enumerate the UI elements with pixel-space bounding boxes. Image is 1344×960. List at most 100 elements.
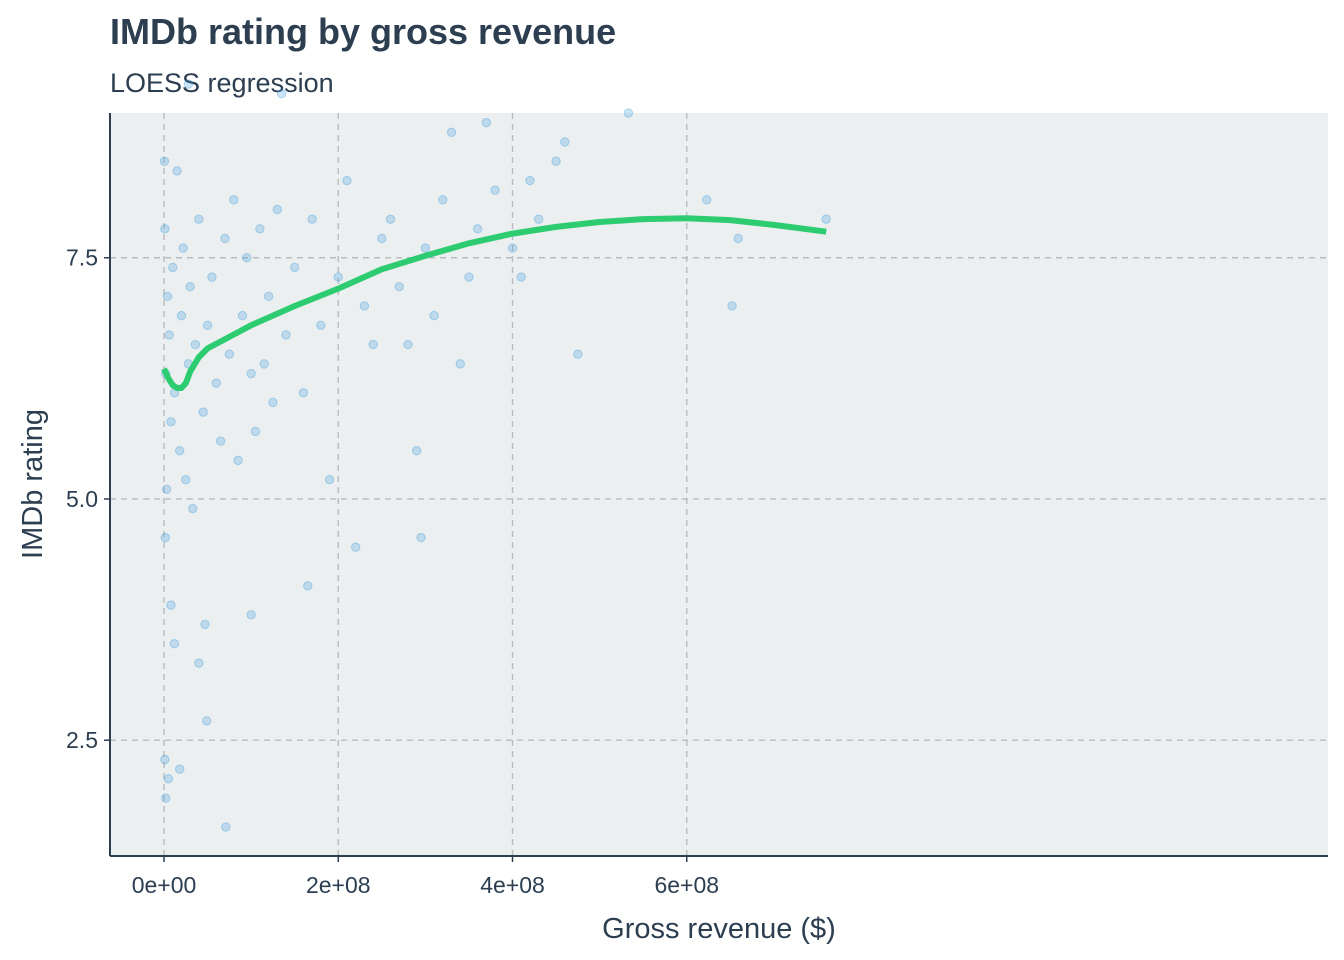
data-point — [221, 822, 231, 832]
data-point — [181, 474, 191, 485]
data-point — [220, 233, 230, 244]
data-point — [224, 349, 235, 359]
y-tick-label: 2.5 — [66, 727, 98, 753]
data-point — [438, 195, 448, 205]
data-point — [160, 754, 170, 765]
data-point — [194, 658, 204, 668]
data-point — [174, 764, 185, 774]
chart-subtitle: LOESS regression — [110, 68, 334, 98]
data-point — [324, 474, 335, 485]
data-point — [255, 224, 265, 234]
loess-layer — [161, 215, 827, 391]
data-point — [368, 339, 378, 350]
data-point — [821, 214, 831, 224]
data-point — [188, 503, 198, 514]
data-point — [298, 388, 309, 398]
data-point — [551, 156, 561, 166]
data-point — [202, 320, 213, 330]
data-point — [560, 137, 570, 147]
scatter-points — [159, 79, 831, 832]
data-point — [507, 243, 518, 253]
data-point — [178, 243, 188, 253]
data-point — [159, 156, 170, 166]
data-point — [263, 291, 274, 302]
data-point — [166, 600, 176, 610]
data-point — [172, 166, 182, 176]
data-point — [190, 339, 201, 350]
data-point — [162, 291, 173, 302]
x-tick-label: 2e+08 — [306, 872, 371, 898]
data-point — [161, 793, 171, 803]
data-point — [490, 185, 500, 195]
data-point — [242, 253, 252, 263]
data-point — [733, 233, 743, 244]
data-point — [359, 301, 370, 311]
data-point — [446, 127, 457, 137]
data-point — [394, 281, 404, 292]
data-point — [350, 542, 361, 552]
data-point — [307, 214, 317, 224]
data-point — [250, 426, 261, 437]
data-point — [403, 339, 413, 350]
data-point — [272, 204, 282, 215]
data-point — [727, 301, 737, 311]
data-point — [176, 310, 187, 321]
data-point — [160, 224, 170, 234]
grid-lines — [110, 113, 1328, 856]
axis-ticks: 0e+00 2e+08 4e+08 6e+08 2.5 5.0 7.5 — [66, 245, 719, 898]
data-point — [200, 619, 210, 630]
data-point — [516, 272, 526, 282]
y-tick-label: 7.5 — [66, 245, 98, 271]
data-point — [166, 417, 176, 427]
data-point — [525, 175, 535, 186]
data-point — [385, 214, 396, 224]
data-point — [174, 446, 185, 456]
data-point — [411, 446, 422, 456]
data-point — [455, 359, 465, 369]
data-point — [233, 455, 243, 466]
data-point — [481, 117, 492, 128]
data-point — [281, 330, 291, 340]
data-point — [377, 233, 387, 244]
data-point — [464, 272, 474, 282]
data-point — [276, 89, 287, 99]
plot-panel — [110, 113, 1328, 856]
data-point — [259, 359, 269, 369]
data-point — [342, 175, 352, 186]
data-point — [316, 320, 326, 330]
data-point — [623, 108, 634, 118]
data-point — [416, 532, 426, 543]
x-axis-title: Gross revenue ($) — [602, 913, 836, 945]
y-axis-title: IMDb rating — [17, 409, 49, 559]
data-point — [472, 224, 483, 234]
loess-curve — [161, 215, 827, 391]
x-tick-label: 4e+08 — [480, 872, 545, 898]
data-point — [211, 378, 221, 388]
data-point — [237, 310, 248, 321]
data-point — [246, 610, 256, 620]
data-point — [207, 272, 217, 282]
y-tick-label: 5.0 — [66, 486, 98, 512]
data-point — [573, 349, 583, 359]
data-point — [169, 639, 180, 649]
data-point — [185, 281, 195, 292]
data-point — [429, 310, 439, 321]
data-point — [183, 79, 194, 89]
data-point — [303, 581, 313, 591]
data-point — [333, 272, 343, 282]
data-point — [533, 214, 544, 224]
data-point — [215, 436, 226, 446]
data-point — [198, 407, 208, 417]
data-point — [168, 262, 178, 273]
x-tick-label: 0e+00 — [132, 872, 197, 898]
data-point — [194, 214, 204, 224]
x-tick-label: 6e+08 — [654, 872, 719, 898]
chart-title: IMDb rating by gross revenue — [110, 11, 616, 52]
data-point — [202, 716, 212, 726]
data-point — [163, 774, 174, 784]
data-point — [702, 195, 712, 205]
data-point — [164, 330, 174, 340]
data-point — [290, 262, 300, 273]
data-point — [420, 243, 431, 253]
